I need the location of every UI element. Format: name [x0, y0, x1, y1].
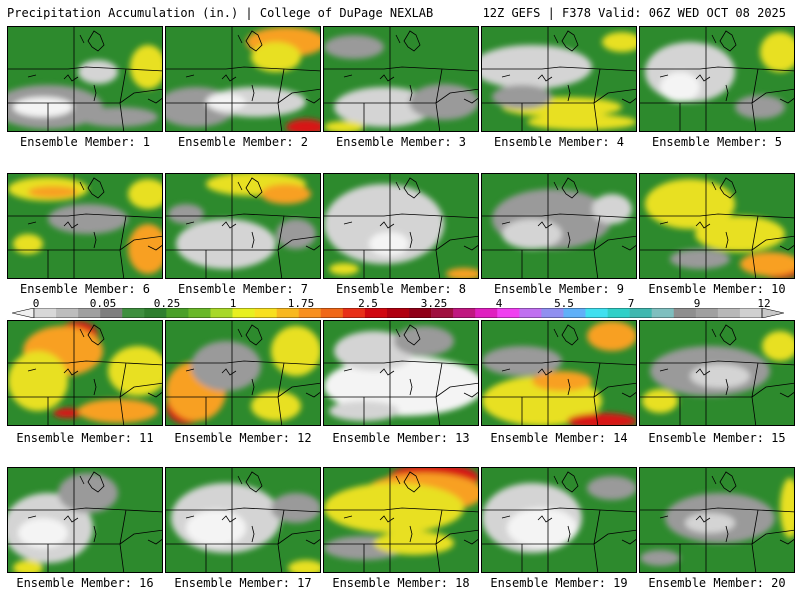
colorbar-tick-label: 7 [627, 297, 635, 310]
member-14-label: Ensemble Member: 14 [490, 431, 628, 445]
member-3-map [323, 26, 479, 132]
colorbar-tick-label: 0 [32, 297, 40, 310]
member-17-label: Ensemble Member: 17 [174, 576, 312, 590]
member-17-map [165, 467, 321, 573]
member-5-map [639, 26, 795, 132]
colorbar-tick-label: 3.25 [420, 297, 448, 310]
member-9-map [481, 173, 637, 279]
member-4-map [481, 26, 637, 132]
member-12-label: Ensemble Member: 12 [174, 431, 312, 445]
member-8-map [323, 173, 479, 279]
member-11-label: Ensemble Member: 11 [16, 431, 154, 445]
colorbar-tick-label: 0.05 [89, 297, 117, 310]
colorbar-tick-label: 12 [757, 297, 771, 310]
member-5-label: Ensemble Member: 5 [651, 135, 783, 149]
run-info: 12Z GEFS | F378 Valid: 06Z WED OCT 08 20… [482, 6, 786, 20]
member-14-map [481, 320, 637, 426]
color-bar [12, 308, 784, 318]
member-1-map [7, 26, 163, 132]
member-19-map [481, 467, 637, 573]
member-19-label: Ensemble Member: 19 [490, 576, 628, 590]
member-13-map [323, 320, 479, 426]
member-7-label: Ensemble Member: 7 [177, 282, 309, 296]
member-15-map [639, 320, 795, 426]
member-8-label: Ensemble Member: 8 [335, 282, 467, 296]
member-10-map [639, 173, 795, 279]
member-6-label: Ensemble Member: 6 [19, 282, 151, 296]
member-12-map [165, 320, 321, 426]
member-1-label: Ensemble Member: 1 [19, 135, 151, 149]
member-16-map [7, 467, 163, 573]
member-16-label: Ensemble Member: 16 [16, 576, 154, 590]
member-11-map [7, 320, 163, 426]
member-20-map [639, 467, 795, 573]
colorbar-tick-label: 1.75 [287, 297, 315, 310]
member-4-label: Ensemble Member: 4 [493, 135, 625, 149]
member-10-label: Ensemble Member: 10 [648, 282, 786, 296]
member-13-label: Ensemble Member: 13 [332, 431, 470, 445]
colorbar-tick-label: 1 [229, 297, 237, 310]
member-2-label: Ensemble Member: 2 [177, 135, 309, 149]
member-9-label: Ensemble Member: 9 [493, 282, 625, 296]
member-20-label: Ensemble Member: 20 [648, 576, 786, 590]
colorbar-tick-label: 0.25 [153, 297, 181, 310]
member-18-label: Ensemble Member: 18 [332, 576, 470, 590]
member-7-map [165, 173, 321, 279]
member-6-map [7, 173, 163, 279]
member-15-label: Ensemble Member: 15 [648, 431, 786, 445]
colorbar-tick-label: 9 [693, 297, 701, 310]
member-18-map [323, 467, 479, 573]
map-title: Precipitation Accumulation (in.) | Colle… [7, 6, 434, 20]
member-3-label: Ensemble Member: 3 [335, 135, 467, 149]
colorbar-tick-label: 4 [495, 297, 503, 310]
colorbar-tick-label: 2.5 [358, 297, 378, 310]
member-2-map [165, 26, 321, 132]
colorbar-tick-label: 5.5 [554, 297, 574, 310]
